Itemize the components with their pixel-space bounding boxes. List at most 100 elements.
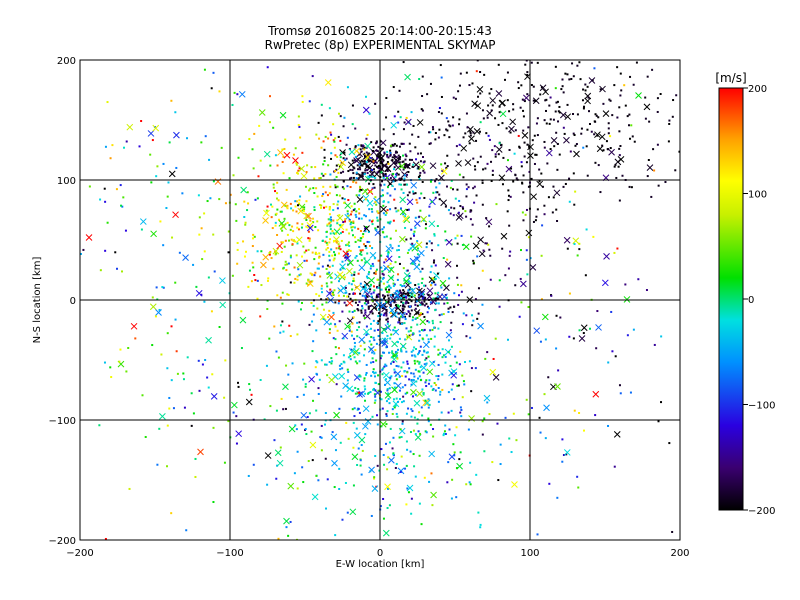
data-point-dot bbox=[518, 146, 521, 149]
data-point-dot bbox=[422, 292, 425, 295]
data-point-dot bbox=[358, 212, 361, 215]
data-point-dot bbox=[484, 167, 487, 170]
data-point-dot bbox=[352, 176, 355, 179]
data-point-dot bbox=[358, 411, 361, 414]
data-point-dot bbox=[430, 265, 433, 268]
data-point-dot bbox=[444, 355, 447, 358]
data-point-dot bbox=[352, 221, 355, 224]
data-point-dot bbox=[420, 406, 423, 409]
data-point-dot bbox=[428, 131, 431, 134]
data-point-dot bbox=[356, 308, 359, 311]
data-point-dot bbox=[372, 370, 375, 373]
data-point-dot bbox=[510, 451, 513, 454]
data-point-dot bbox=[174, 281, 177, 284]
data-point-dot bbox=[494, 153, 497, 156]
data-point-dot bbox=[392, 329, 395, 332]
data-point-dot bbox=[442, 313, 445, 316]
data-point-dot bbox=[386, 176, 389, 179]
data-point-dot bbox=[452, 214, 455, 217]
data-point-dot bbox=[397, 312, 400, 315]
data-point-dot bbox=[201, 363, 204, 366]
data-point-dot bbox=[435, 384, 438, 387]
data-point-dot bbox=[443, 302, 446, 305]
data-point-dot bbox=[266, 308, 269, 311]
data-point-dot bbox=[468, 142, 471, 145]
data-point-dot bbox=[338, 364, 341, 367]
data-point-dot bbox=[352, 446, 355, 449]
data-point-dot bbox=[346, 212, 349, 215]
data-point-dot bbox=[367, 230, 370, 233]
data-point-dot bbox=[440, 286, 443, 289]
data-point-dot bbox=[432, 435, 435, 438]
data-point-dot bbox=[518, 315, 521, 318]
data-point-x bbox=[483, 394, 491, 402]
data-point-dot bbox=[527, 306, 530, 309]
data-point-dot bbox=[389, 220, 392, 223]
data-point-dot bbox=[371, 299, 374, 302]
data-point-dot bbox=[449, 306, 452, 309]
data-point-dot bbox=[434, 264, 437, 267]
data-point-x bbox=[413, 309, 421, 316]
data-point-dot bbox=[339, 268, 342, 271]
data-point-dot bbox=[381, 294, 384, 297]
data-point-dot bbox=[194, 457, 197, 460]
data-point-dot bbox=[355, 172, 358, 175]
data-point-dot bbox=[366, 169, 369, 172]
data-point-dot bbox=[279, 210, 282, 213]
data-point-dot bbox=[415, 300, 418, 303]
data-point-dot bbox=[253, 132, 256, 135]
data-point-dot bbox=[377, 295, 380, 298]
data-point-dot bbox=[289, 202, 292, 205]
data-point-dot bbox=[439, 393, 442, 396]
data-point-dot bbox=[252, 167, 255, 170]
data-point-dot bbox=[432, 297, 435, 300]
data-point-dot bbox=[307, 460, 310, 463]
data-point-dot bbox=[251, 148, 254, 151]
data-point-dot bbox=[370, 208, 373, 211]
data-point-dot bbox=[646, 175, 649, 178]
data-point-dot bbox=[387, 297, 390, 300]
data-point-dot bbox=[393, 382, 396, 385]
data-point-dot bbox=[525, 60, 528, 62]
data-point-x bbox=[346, 385, 354, 393]
data-point-x bbox=[580, 324, 588, 332]
data-point-dot bbox=[484, 242, 487, 245]
data-point-dot bbox=[406, 335, 409, 338]
data-point-dot bbox=[392, 144, 395, 147]
data-point-dot bbox=[251, 261, 254, 264]
data-point-dot bbox=[461, 374, 464, 377]
data-point-dot bbox=[326, 243, 329, 246]
data-point-dot bbox=[432, 191, 435, 194]
data-point-x bbox=[262, 217, 269, 224]
data-point-dot bbox=[389, 243, 392, 246]
data-point-dot bbox=[394, 404, 397, 407]
data-point-dot bbox=[306, 164, 309, 167]
data-point-dot bbox=[554, 110, 557, 113]
data-point-dot bbox=[282, 241, 285, 244]
data-point-dot bbox=[490, 160, 493, 163]
data-point-dot bbox=[418, 330, 421, 333]
data-point-dot bbox=[359, 168, 362, 171]
data-point-dot bbox=[345, 157, 348, 160]
data-point-dot bbox=[168, 407, 171, 410]
data-point-dot bbox=[486, 162, 489, 165]
data-point-dot bbox=[357, 407, 360, 410]
data-point-dot bbox=[538, 168, 541, 171]
data-point-dot bbox=[346, 511, 349, 514]
data-point-dot bbox=[565, 453, 568, 456]
data-point-x bbox=[369, 251, 377, 259]
data-point-dot bbox=[318, 252, 321, 255]
data-point-x bbox=[584, 97, 591, 105]
data-point-dot bbox=[334, 346, 337, 349]
data-point-dot bbox=[390, 333, 393, 336]
data-point-dot bbox=[441, 356, 444, 359]
data-point-dot bbox=[312, 304, 315, 307]
data-point-x bbox=[441, 293, 448, 301]
data-point-dot bbox=[368, 182, 371, 185]
data-point-dot bbox=[527, 185, 530, 188]
data-point-dot bbox=[430, 337, 433, 340]
data-point-dot bbox=[484, 357, 487, 360]
data-point-dot bbox=[256, 297, 259, 300]
data-point-dot bbox=[485, 132, 488, 135]
data-point-dot bbox=[365, 246, 368, 249]
